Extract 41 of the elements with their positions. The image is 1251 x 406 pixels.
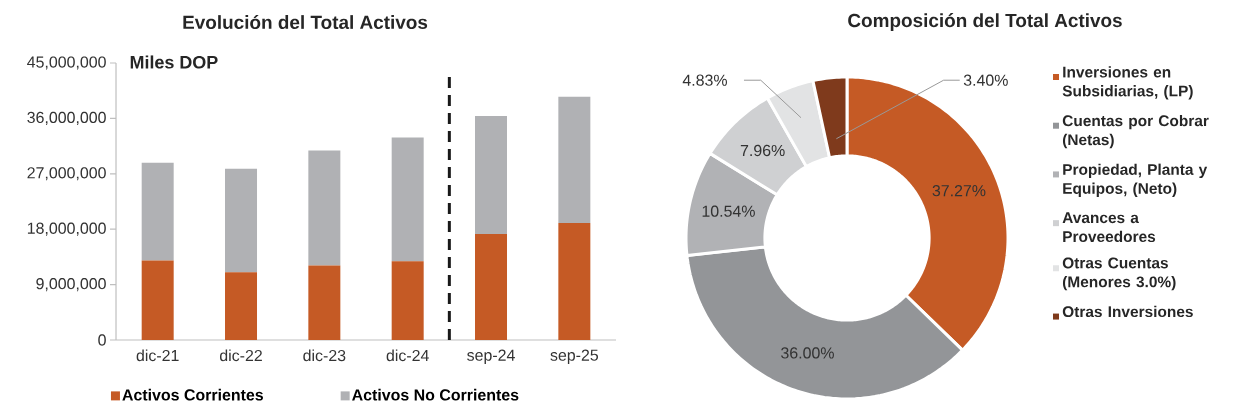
legend-label: Activos Corrientes (122, 388, 263, 401)
bar (391, 137, 424, 262)
bar (475, 115, 508, 235)
legend-label: Cuentas por Cobrar (Netas) (1062, 114, 1209, 149)
data-label: 4.83% (682, 74, 727, 86)
bar (141, 260, 174, 341)
chart-title: Evolución del Total Activos (183, 15, 428, 30)
legend-label: Avances a Proveedores (1062, 212, 1156, 243)
legend-label: Activos No Corrientes (352, 388, 519, 401)
y-tick-label: 18,000,000 (27, 222, 106, 236)
x-tick-label: sep-25 (550, 349, 599, 364)
bar (558, 96, 591, 224)
x-tick-label: dic-22 (219, 349, 262, 362)
bar (141, 162, 174, 261)
y-tick-label: 9,000,000 (36, 278, 106, 292)
y-tick-label: 0 (98, 334, 106, 346)
x-tick-label: sep-24 (467, 349, 515, 364)
data-label: 36.00% (781, 347, 834, 359)
x-tick-label: dic-21 (136, 349, 179, 362)
y-tick-label: 45,000,000 (27, 56, 106, 70)
annotation: Miles DOP (130, 55, 218, 69)
bar (308, 265, 341, 341)
bar (391, 261, 424, 341)
bar (225, 168, 258, 273)
legend-label: Otras Cuentas (Menores 3.0%) (1062, 257, 1176, 291)
y-tick-label: 36,000,000 (27, 111, 106, 126)
bar (225, 272, 258, 341)
bar (558, 223, 591, 341)
chart-title: Composición del Total Activos (848, 13, 1122, 31)
legend-label: Propiedad, Planta y Equipos, (Neto) (1063, 163, 1208, 197)
data-label: 37.27% (932, 185, 986, 197)
data-label: 10.54% (702, 205, 755, 217)
data-label: 3.40% (963, 74, 1008, 86)
bar (308, 150, 341, 266)
data-label: 7.96% (740, 144, 785, 157)
legend-label: Otras Inversiones (1062, 305, 1193, 318)
x-tick-label: dic-24 (386, 349, 429, 362)
y-tick-label: 27,000,000 (27, 167, 106, 181)
bar (475, 234, 508, 341)
x-tick-label: dic-23 (303, 349, 346, 362)
legend-label: Inversiones en Subsidiarias, (LP) (1062, 66, 1193, 100)
